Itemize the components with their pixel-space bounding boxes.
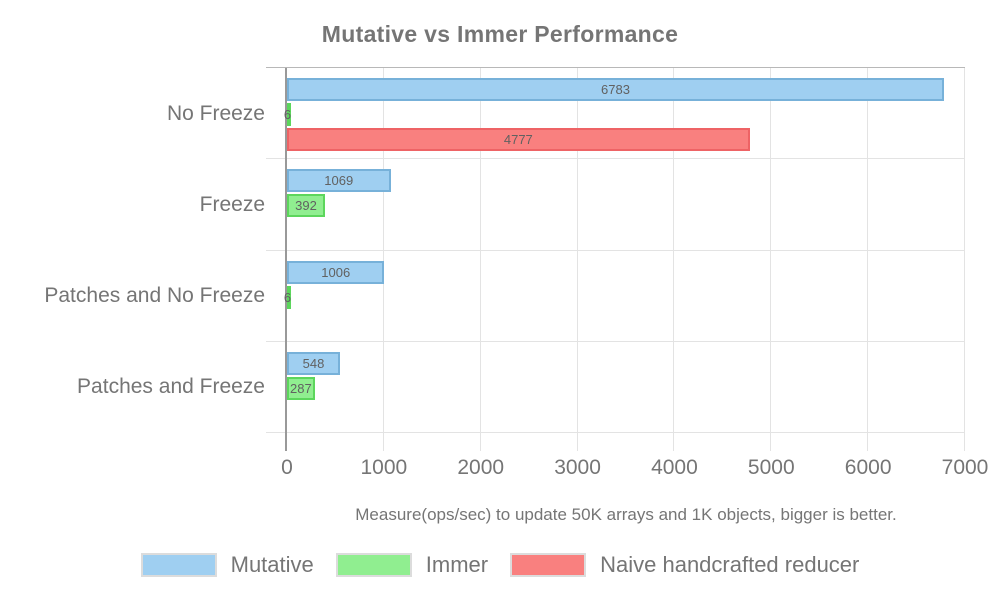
- plot-top-border: [266, 67, 965, 68]
- bar-immer: [287, 194, 325, 218]
- category-label: Patches and Freeze: [77, 375, 265, 399]
- bar-mutative: [287, 169, 391, 193]
- legend-item-mutative: Mutative: [140, 552, 314, 578]
- x-gridline: [964, 68, 965, 451]
- bar-value-label: 1069: [324, 173, 354, 189]
- legend-item-naive-reducer: Naive handcrafted reducer: [510, 552, 859, 578]
- group-separator-line: [266, 432, 965, 433]
- x-gridline: [479, 68, 481, 451]
- bar-immer: [287, 285, 291, 309]
- legend-label-mutative: Mutative: [230, 552, 314, 577]
- x-gridline: [382, 68, 384, 451]
- x-axis-tick-label: 1000: [360, 456, 408, 479]
- bar-immer: [287, 376, 315, 400]
- chart-legend: Mutative Immer Naive handcrafted reducer: [0, 552, 1000, 578]
- category-label: No Freeze: [166, 101, 265, 125]
- y-axis-line: [285, 68, 287, 451]
- bar-value-label: 548: [302, 355, 325, 371]
- bar-value-label: 4777: [503, 131, 533, 147]
- x-axis-tick-label: 6000: [844, 456, 892, 479]
- legend-label-immer: Immer: [425, 552, 489, 577]
- x-axis-tick-label: 0: [281, 456, 293, 479]
- group-separator-line: [266, 340, 965, 342]
- x-axis-tick-label: 7000: [941, 456, 989, 479]
- bar-naive-handcrafted-reducer: [287, 127, 750, 151]
- x-gridline: [673, 68, 675, 451]
- category-label: Freeze: [199, 192, 265, 216]
- bar-value-label: 6783: [601, 82, 630, 97]
- bar-mutative: [287, 260, 385, 284]
- chart-title: Mutative vs Immer Performance: [321, 21, 679, 47]
- x-axis-tick-label: 4000: [651, 456, 698, 479]
- x-axis-tick-label: 5000: [747, 456, 795, 479]
- bar-value-label: 392: [295, 198, 317, 214]
- legend-swatch-immer: [335, 553, 412, 577]
- chart-subtitle: Measure(ops/sec) to update 50K arrays an…: [355, 505, 897, 524]
- category-label: Patches and No Freeze: [44, 284, 265, 308]
- bar-value-label: 6: [283, 289, 292, 305]
- bar-immer: [287, 103, 291, 126]
- legend-swatch-naive-reducer: [510, 553, 587, 577]
- bar-mutative: [287, 351, 341, 375]
- x-axis-tick-label: 3000: [554, 456, 601, 479]
- x-gridline: [576, 68, 578, 451]
- x-gridline: [770, 68, 772, 451]
- bar-mutative: [287, 78, 944, 101]
- group-separator-line: [266, 249, 965, 251]
- x-axis-tick-label: 2000: [457, 456, 505, 479]
- legend-swatch-mutative: [140, 553, 217, 577]
- bar-value-label: 1006: [321, 264, 351, 280]
- legend-item-immer: Immer: [335, 552, 489, 578]
- group-separator-line: [266, 158, 965, 160]
- x-gridline: [867, 68, 869, 451]
- legend-label-naive-reducer: Naive handcrafted reducer: [600, 552, 860, 577]
- bar-value-label: 287: [290, 380, 312, 396]
- bar-value-label: 6: [283, 107, 292, 122]
